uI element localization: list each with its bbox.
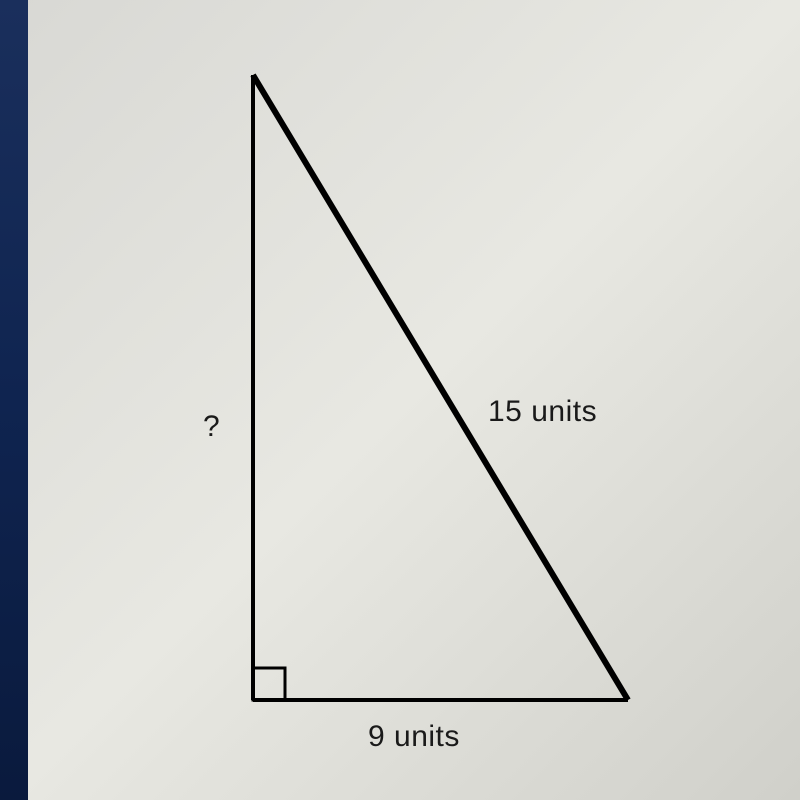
triangle-figure xyxy=(28,0,800,800)
diagram-canvas: ? 15 units 9 units xyxy=(28,0,800,800)
left-sidebar xyxy=(0,0,28,800)
vertical-side-label: ? xyxy=(203,410,220,444)
right-angle-indicator xyxy=(253,668,285,700)
hypotenuse-side xyxy=(253,75,628,700)
base-label: 9 units xyxy=(368,720,460,754)
hypotenuse-label: 15 units xyxy=(488,395,597,429)
